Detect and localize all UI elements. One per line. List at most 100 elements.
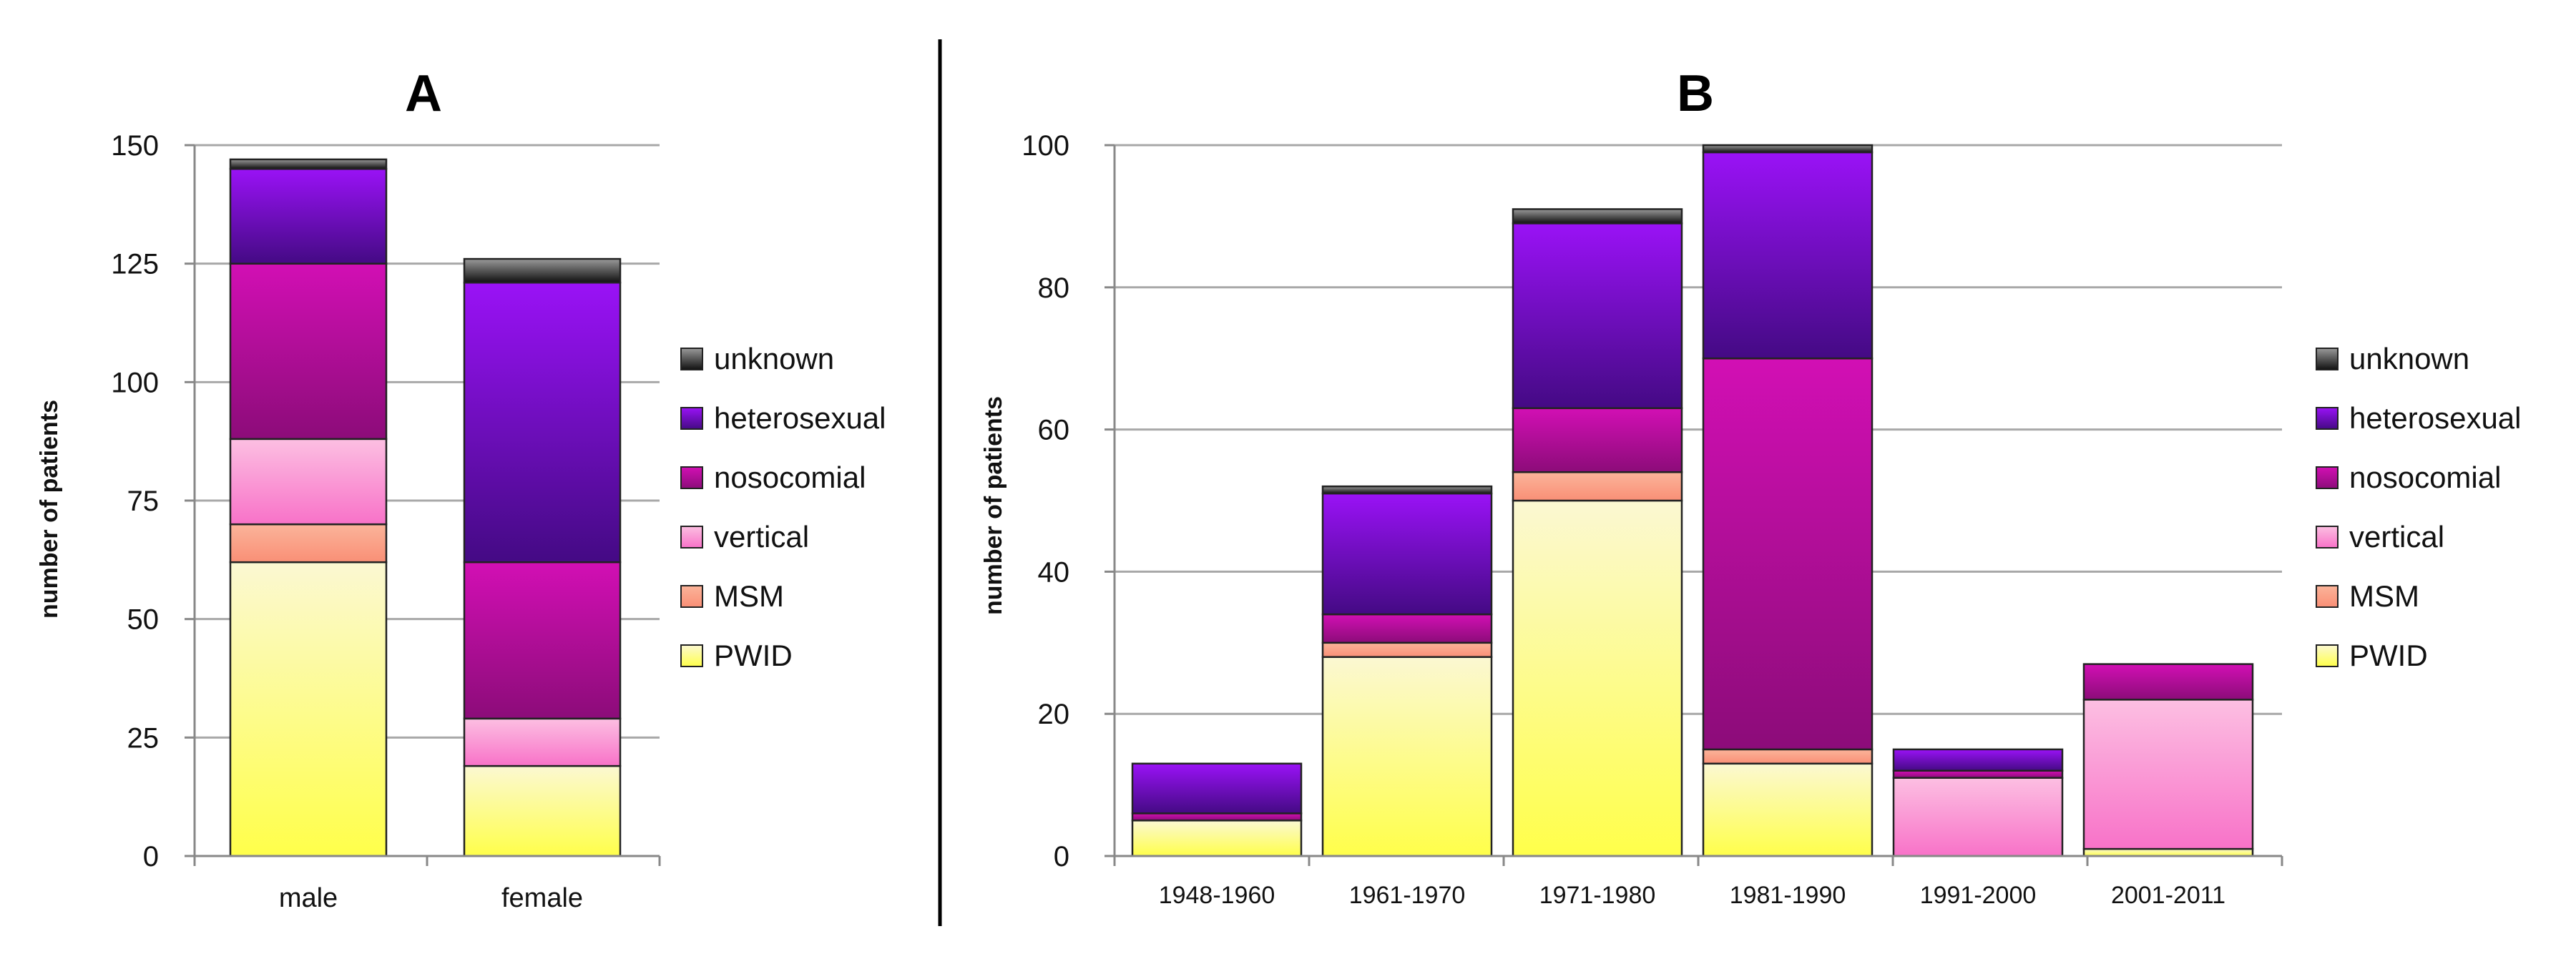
panel-b-title: B <box>1677 65 1714 122</box>
panel-a-y-tick-label: 125 <box>111 249 159 280</box>
panel-b-legend-label: PWID <box>2349 639 2428 672</box>
panel-a-bar-female-pwid <box>463 764 622 857</box>
panel-a-y-tick-label: 75 <box>127 486 160 517</box>
panel-b-legend-item-heterosexual: heterosexual <box>2316 401 2522 435</box>
panel-b-y-tick-label: 60 <box>1038 415 1070 446</box>
panel-a-legend-label: unknown <box>714 342 834 375</box>
panel-a-y-tick-label: 50 <box>127 604 160 636</box>
panel-a-bar-male-heterosexual <box>229 167 388 265</box>
panel-b-legend-label: MSM <box>2349 579 2419 613</box>
panel-b-legend-swatch-heterosexual <box>2316 407 2339 430</box>
panel-b-legend-item-msm: MSM <box>2316 579 2419 613</box>
panel-a-y-tick-label: 0 <box>143 841 159 872</box>
panel-a-legend-swatch-unknown <box>680 348 703 370</box>
panel-a-legend-swatch-pwid <box>680 644 703 667</box>
panel-a-bar-female-vertical <box>463 717 622 767</box>
panel-b-y-tick-labels: 0 20 40 60 80 100 <box>1022 130 1115 872</box>
panel-b-bar-1971-1980-pwid <box>1512 499 1683 857</box>
panel-a-bar-female-nosocomial <box>463 561 622 720</box>
panel-a-legend-item-heterosexual: heterosexual <box>680 401 886 435</box>
panel-b-y-tick-label: 40 <box>1038 556 1070 588</box>
panel-a-bar-male-pwid <box>229 561 388 857</box>
panel-a-y-tick-label: 100 <box>111 367 159 398</box>
panel-a-legend-label: PWID <box>714 639 793 672</box>
panel-b-legend-swatch-msm <box>2316 585 2339 608</box>
panel-a-legend-label: vertical <box>714 520 809 554</box>
panel-a-legend-item-unknown: unknown <box>680 342 834 375</box>
panel-a-legend-label: heterosexual <box>714 401 886 435</box>
panel-b-category-labels: 1948-1960 1961-1970 1971-1980 1981-1990 1991… <box>1159 882 2225 909</box>
panel-b-bar-2001-2011-nosocomial <box>2082 663 2254 701</box>
panel-b-bar-1948-1960-nosocomial <box>1131 812 1303 822</box>
panel-b-legend-item-nosocomial: nosocomial <box>2316 461 2501 494</box>
panel-a-y-tick-labels: 0 25 50 75 100 125 150 <box>111 130 195 872</box>
panel-a-bar-female-heterosexual <box>463 281 622 564</box>
panel-a-bar-male-vertical <box>229 438 388 526</box>
panel-b-chart: B number of patients 0 20 40 60 80 100 1948-1… <box>980 65 2522 909</box>
panel-a-legend-label: MSM <box>714 579 784 613</box>
panel-b-bar-1961-1970-unknown <box>1321 485 1493 495</box>
panel-a-bar-male-nosocomial <box>229 262 388 441</box>
panel-b-y-tick-label: 100 <box>1022 130 1069 162</box>
panel-a-legend-swatch-heterosexual <box>680 407 703 430</box>
panel-b-bar-1961-1970-nosocomial <box>1321 613 1493 644</box>
panel-b-bar-1981-1990-heterosexual <box>1702 151 1874 360</box>
panel-b-bar-1991-2000-nosocomial <box>1892 769 2064 779</box>
panel-a-category-labels: male female <box>279 883 583 913</box>
panel-a-legend-item-vertical: vertical <box>680 520 809 554</box>
panel-b-legend-swatch-vertical <box>2316 526 2339 549</box>
panel-a-y-axis-label: number of patients <box>36 400 63 619</box>
panel-b-category-label: 1971-1980 <box>1539 882 1656 909</box>
panel-b-bar-1971-1980-unknown <box>1512 208 1683 225</box>
panel-b-bar-1961-1970-heterosexual <box>1321 492 1493 616</box>
panel-b-legend: unknown heterosexual nosocomial vertical MSM… <box>2316 342 2522 672</box>
panel-a-x-axis <box>193 145 661 866</box>
panel-b-bar-2001-2011-vertical <box>2082 699 2254 850</box>
panel-b-y-tick-label: 0 <box>1054 841 1069 872</box>
panel-a-legend-item-nosocomial: nosocomial <box>680 461 866 494</box>
panel-a-y-tick-label: 150 <box>111 130 159 162</box>
panel-b-category-label: 1961-1970 <box>1349 882 1466 909</box>
panel-b-category-label: 2001-2011 <box>2111 882 2225 909</box>
panel-b-y-tick-label: 20 <box>1038 699 1070 730</box>
panel-b-y-axis-label: number of patients <box>980 396 1007 615</box>
panel-a-bars <box>229 158 622 857</box>
panel-b-bar-1981-1990-pwid <box>1702 762 1874 857</box>
panel-b-legend-label: vertical <box>2349 520 2444 554</box>
panel-b-legend-item-vertical: vertical <box>2316 520 2444 554</box>
panel-b-x-axis <box>1113 145 2283 866</box>
panel-b-legend-item-pwid: PWID <box>2316 639 2428 672</box>
panel-b-bars <box>1131 144 2254 857</box>
panel-a-legend-swatch-msm <box>680 585 703 608</box>
panel-b-legend-label: nosocomial <box>2349 461 2501 494</box>
panel-b-legend-label: unknown <box>2349 342 2469 375</box>
panel-b-bar-1961-1970-pwid <box>1321 656 1493 857</box>
panel-b-bar-1948-1960-pwid <box>1131 820 1303 857</box>
panel-b-category-label: 1948-1960 <box>1159 882 1275 909</box>
panel-b-legend-swatch-pwid <box>2316 644 2339 667</box>
panel-b-category-label: 1981-1990 <box>1730 882 1846 909</box>
panel-a-category-label: female <box>501 883 583 913</box>
panel-b-legend-label: heterosexual <box>2349 401 2522 435</box>
panel-b-bar-1981-1990-unknown <box>1702 144 1874 154</box>
panel-a-legend-swatch-nosocomial <box>680 466 703 489</box>
panel-b-category-label: 1991-2000 <box>1920 882 2037 909</box>
panel-b-legend-item-unknown: unknown <box>2316 342 2469 375</box>
panel-b-bar-1991-2000-heterosexual <box>1892 748 2064 772</box>
panel-b-legend-swatch-unknown <box>2316 348 2339 370</box>
panel-a-legend-item-msm: MSM <box>680 579 784 613</box>
panel-a-legend: unknown heterosexual nosocomial vertical MSM… <box>680 342 886 672</box>
panel-b-y-tick-label: 80 <box>1038 272 1070 304</box>
panel-a-bar-male-unknown <box>229 158 388 170</box>
panel-a-legend-item-pwid: PWID <box>680 639 793 672</box>
panel-b-bar-1948-1960-heterosexual <box>1131 762 1303 815</box>
panel-b-bar-1981-1990-msm <box>1702 748 1874 765</box>
panel-a-title: A <box>405 65 442 122</box>
panel-a-legend-label: nosocomial <box>714 461 866 494</box>
panel-a-legend-swatch-vertical <box>680 526 703 549</box>
panel-b-bar-1961-1970-msm <box>1321 641 1493 658</box>
panel-b-bar-1981-1990-nosocomial <box>1702 357 1874 751</box>
panel-a-bar-female-unknown <box>463 257 622 284</box>
